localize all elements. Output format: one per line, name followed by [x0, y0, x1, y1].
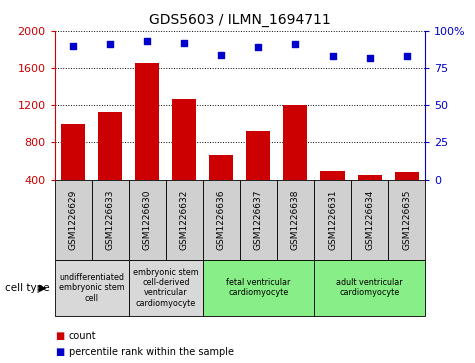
Bar	[203, 180, 240, 260]
Bar	[98, 112, 122, 217]
Text: ■: ■	[55, 331, 64, 341]
Bar	[92, 180, 129, 260]
Bar	[395, 172, 418, 217]
Text: GSM1226632: GSM1226632	[180, 189, 189, 250]
Text: GSM1226630: GSM1226630	[143, 189, 152, 250]
Title: GDS5603 / ILMN_1694711: GDS5603 / ILMN_1694711	[149, 13, 331, 27]
Bar	[209, 155, 233, 217]
Bar	[321, 171, 344, 217]
Text: GSM1226629: GSM1226629	[69, 189, 77, 250]
Point	[143, 38, 151, 44]
Text: fetal ventricular
cardiomyocyte: fetal ventricular cardiomyocyte	[226, 278, 291, 297]
Point	[106, 41, 114, 47]
Point	[180, 40, 188, 46]
Bar	[61, 124, 85, 217]
Bar	[203, 260, 314, 316]
Text: adult ventricular
cardiomyocyte: adult ventricular cardiomyocyte	[336, 278, 403, 297]
Bar	[129, 260, 203, 316]
Bar	[388, 180, 425, 260]
Point	[292, 41, 299, 47]
Bar	[284, 105, 307, 217]
Text: GSM1226633: GSM1226633	[106, 189, 114, 250]
Bar	[172, 99, 196, 217]
Text: ■: ■	[55, 347, 64, 357]
Point	[366, 55, 373, 61]
Bar	[314, 180, 351, 260]
Text: embryonic stem
cell-derived
ventricular
cardiomyocyte: embryonic stem cell-derived ventricular …	[133, 268, 199, 308]
Bar	[135, 64, 159, 217]
Bar	[277, 180, 314, 260]
Point	[403, 53, 410, 59]
Text: count: count	[69, 331, 96, 341]
Bar	[166, 180, 203, 260]
Bar	[240, 180, 277, 260]
Point	[69, 43, 77, 49]
Text: GSM1226636: GSM1226636	[217, 189, 226, 250]
Bar	[55, 260, 129, 316]
Text: percentile rank within the sample: percentile rank within the sample	[69, 347, 234, 357]
Text: GSM1226637: GSM1226637	[254, 189, 263, 250]
Text: GSM1226638: GSM1226638	[291, 189, 300, 250]
Bar	[129, 180, 166, 260]
Text: cell type: cell type	[5, 283, 49, 293]
Text: GSM1226634: GSM1226634	[365, 189, 374, 250]
Text: GSM1226631: GSM1226631	[328, 189, 337, 250]
Bar	[247, 131, 270, 217]
Point	[218, 52, 225, 58]
Text: GSM1226635: GSM1226635	[402, 189, 411, 250]
Bar	[358, 175, 381, 217]
Point	[255, 44, 262, 50]
Bar	[314, 260, 425, 316]
Text: ▶: ▶	[39, 283, 47, 293]
Point	[329, 53, 336, 59]
Bar	[351, 180, 388, 260]
Bar	[55, 180, 92, 260]
Text: undifferentiated
embryonic stem
cell: undifferentiated embryonic stem cell	[59, 273, 124, 303]
